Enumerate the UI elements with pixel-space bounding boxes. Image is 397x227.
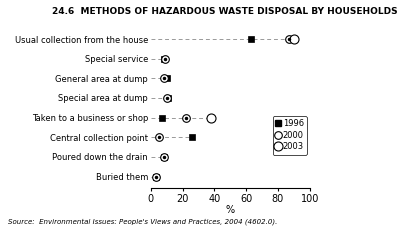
Legend: 1996, 2000, 2003: 1996, 2000, 2003 bbox=[273, 116, 307, 155]
Text: 24.6  METHODS OF HAZARDOUS WASTE DISPOSAL BY HOUSEHOLDS: 24.6 METHODS OF HAZARDOUS WASTE DISPOSAL… bbox=[52, 7, 397, 16]
X-axis label: %: % bbox=[226, 205, 235, 215]
Text: Source:  Environmental Issues: People's Views and Practices, 2004 (4602.0).: Source: Environmental Issues: People's V… bbox=[8, 218, 278, 225]
